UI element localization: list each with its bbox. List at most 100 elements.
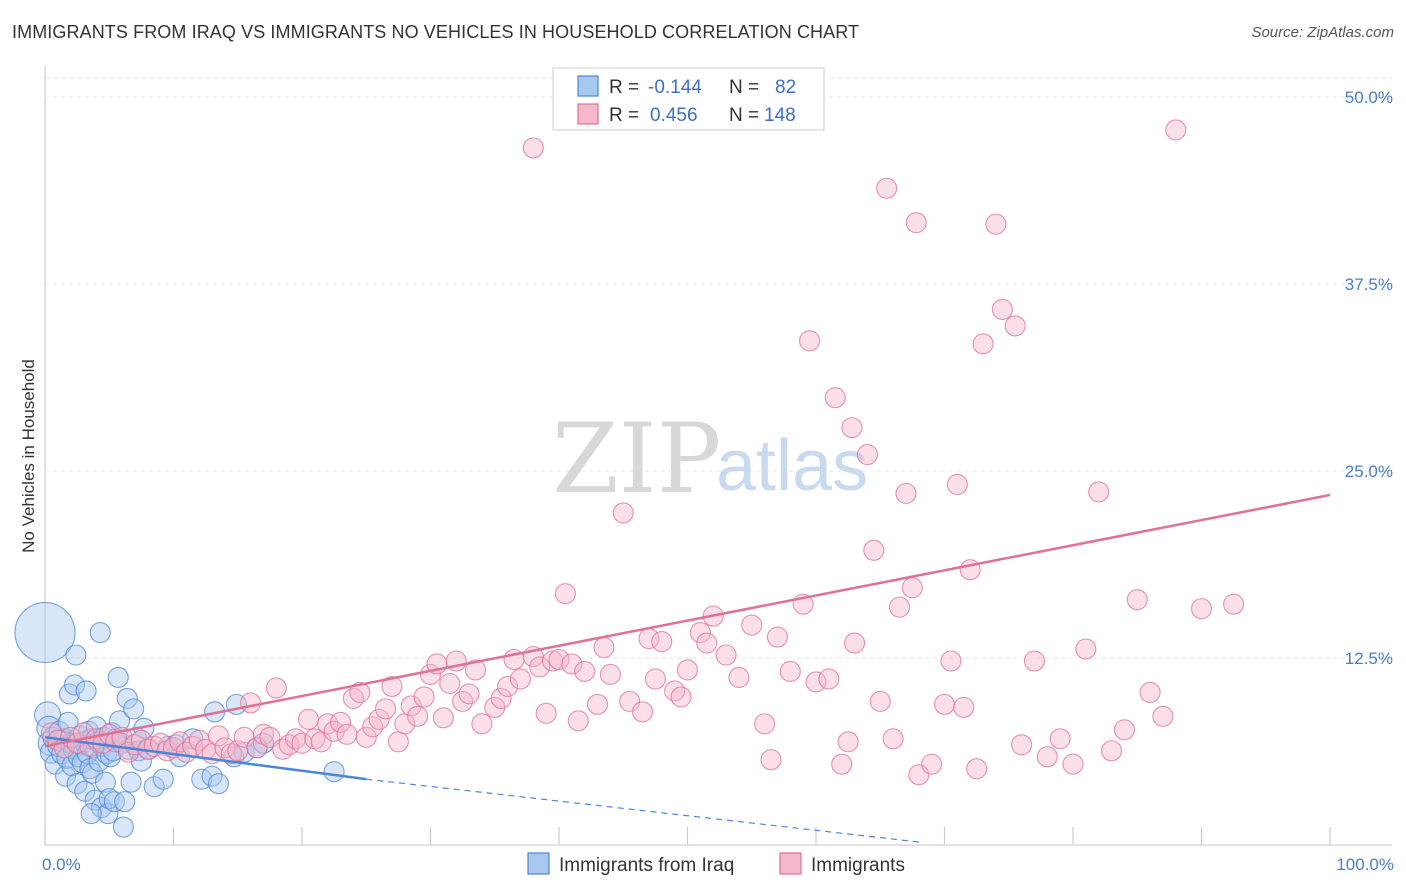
iraq-point-58: [120, 771, 142, 793]
immigrants-point-45: [329, 711, 352, 733]
bottom-legend-label-iraq: Immigrants from Iraq: [559, 855, 734, 876]
immigrants-point-100: [754, 713, 776, 735]
trend-lines: [44, 493, 1331, 843]
y-tick-label-1: 25.0%: [1345, 462, 1393, 481]
immigrants-point-103: [779, 660, 801, 683]
immigrants-point-65: [458, 683, 480, 705]
immigrants-point-69: [490, 687, 512, 709]
iraq-point-19: [65, 644, 87, 666]
immigrants-point-97: [715, 644, 737, 666]
immigrants-point-111: [863, 539, 885, 561]
iraq-point-80: [207, 773, 230, 795]
immigrants-point-94: [689, 622, 711, 644]
immigrants-point-107: [831, 753, 853, 775]
iraq-point-32: [81, 762, 104, 784]
immigrants-point-126: [985, 213, 1007, 235]
iraq-point-1: [34, 701, 62, 729]
tick-labels: 12.5% 25.0% 37.5% 50.0% 0.0% 100.0%: [42, 88, 1394, 874]
immigrants-point-98: [728, 666, 750, 688]
immigrants-point-54: [387, 731, 409, 753]
legend-n-label-pink: N =: [729, 105, 759, 126]
iraq-point-59: [123, 698, 145, 720]
immigrants-point-35: [265, 677, 287, 699]
legend-r-label-pink: R =: [609, 105, 639, 126]
immigrants-point-132: [1062, 753, 1084, 775]
immigrants-point-118: [921, 753, 943, 775]
immigrants-point-70: [497, 675, 519, 697]
immigrants-point-114: [888, 596, 911, 618]
iraq-point-39: [90, 797, 113, 819]
immigrants-point-102: [766, 626, 789, 648]
immigrants-point-48: [349, 681, 371, 703]
immigrants-point-74: [529, 656, 551, 678]
immigrants-point-82: [586, 693, 609, 715]
trend-line-iraq: [44, 736, 367, 781]
legend-swatch-pink: [577, 103, 599, 125]
x-tick-label-0: 0.0%: [42, 855, 81, 874]
trend-line-immigrants: [44, 493, 1331, 748]
immigrants-point-119: [933, 693, 956, 715]
immigrants-point-87: [631, 701, 654, 723]
iraq-point-0: [14, 602, 76, 664]
immigrants-point-116: [901, 577, 923, 599]
immigrants-point-136: [1113, 719, 1135, 741]
iraq-point-81: [80, 803, 102, 825]
immigrants-point-99: [741, 614, 763, 636]
legend-r-value-pink: 0.456: [650, 105, 698, 126]
chart-source: Source: ZipAtlas.com: [1251, 24, 1394, 41]
immigrants-point-40: [297, 708, 319, 730]
immigrants-point-105: [805, 671, 827, 693]
immigrants-point-112: [869, 690, 891, 712]
immigrants-point-109: [843, 632, 866, 654]
immigrants-point-128: [1011, 734, 1033, 756]
iraq-point-62: [130, 750, 152, 772]
chart-title: IMMIGRANTS FROM IRAQ VS IMMIGRANTS NO VE…: [12, 22, 860, 42]
bottom-legend-swatch-iraq: [527, 852, 550, 875]
immigrants-point-106: [818, 668, 840, 690]
immigrants-point-137: [1126, 589, 1148, 611]
immigrants-point-141: [1223, 593, 1245, 615]
immigrants-point-51: [368, 708, 390, 730]
immigrants-point-84: [599, 663, 621, 686]
x-tick-label-1: 100.0%: [1336, 855, 1394, 874]
iraq-point-51: [107, 666, 129, 688]
immigrants-point-57: [407, 705, 429, 727]
immigrants-point-75: [535, 702, 557, 724]
immigrants-point-58: [413, 686, 435, 708]
immigrants-point-77: [548, 648, 570, 671]
immigrants-point-31: [240, 692, 262, 714]
immigrants-point-147: [1165, 119, 1187, 141]
immigrants-point-142: [799, 330, 821, 352]
immigrants-point-120: [940, 650, 962, 672]
legend-r-value-blue: -0.144: [648, 77, 702, 98]
immigrants-point-139: [1152, 705, 1174, 727]
immigrants-point-85: [612, 502, 634, 524]
iraq-point-44: [97, 803, 119, 825]
immigrants-point-108: [837, 731, 859, 753]
bottom-legend-label-immigrants: Immigrants: [811, 855, 905, 876]
immigrants-point-52: [374, 698, 397, 720]
immigrants-point-39: [291, 732, 313, 754]
watermark: ZIP atlas: [552, 403, 868, 515]
immigrants-point-113: [882, 728, 904, 750]
legend-n-value-blue: 82: [775, 77, 796, 98]
immigrants-point-131: [1049, 728, 1071, 750]
immigrants-point-124: [966, 758, 988, 780]
stats-legend: R = -0.144 N = 82 R = 0.456 N = 148: [552, 67, 825, 131]
immigrants-point-53: [381, 675, 403, 697]
iraq-point-18: [64, 674, 86, 696]
immigrants-point-93: [676, 659, 699, 681]
iraq-point-55: [114, 791, 136, 813]
watermark-zip: ZIP: [552, 403, 721, 515]
iraq-point-56: [116, 687, 138, 709]
immigrants-point-129: [1023, 650, 1045, 672]
iraq-point-38: [89, 622, 111, 644]
immigrants-point-20: [169, 731, 191, 753]
iraq-point-54: [112, 816, 134, 838]
immigrants-point-67: [471, 713, 493, 735]
immigrants-point-138: [1139, 681, 1161, 703]
immigrants-point-56: [400, 695, 422, 717]
legend-n-value-pink: 148: [764, 105, 796, 126]
immigrants-point-133: [1075, 638, 1097, 660]
